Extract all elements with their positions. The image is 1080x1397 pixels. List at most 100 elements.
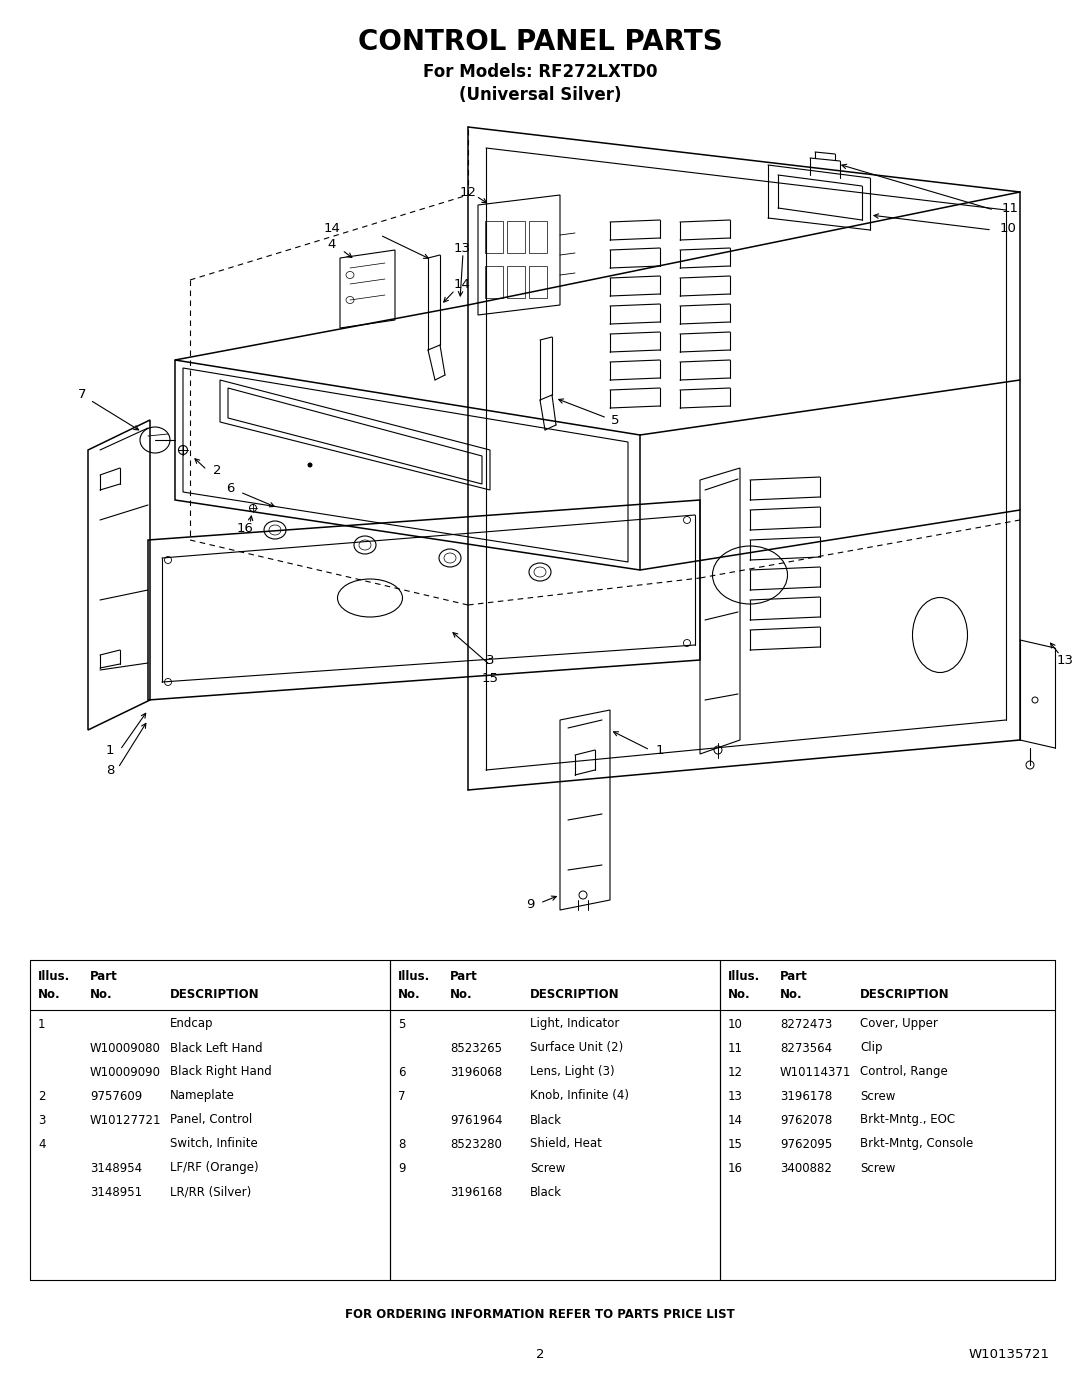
Text: 8273564: 8273564: [780, 1042, 832, 1055]
Bar: [485, 265, 503, 298]
Text: 11: 11: [1001, 201, 1018, 215]
Text: Clip: Clip: [860, 1042, 882, 1055]
Text: Part: Part: [780, 970, 808, 982]
Text: LF/RF (Orange): LF/RF (Orange): [170, 1161, 258, 1175]
Bar: [529, 265, 546, 298]
Text: Panel, Control: Panel, Control: [170, 1113, 253, 1126]
Text: No.: No.: [90, 989, 112, 1002]
Text: Lens, Light (3): Lens, Light (3): [530, 1066, 615, 1078]
Ellipse shape: [308, 462, 312, 468]
Text: 9762078: 9762078: [780, 1113, 833, 1126]
Text: Knob, Infinite (4): Knob, Infinite (4): [530, 1090, 629, 1102]
Text: CONTROL PANEL PARTS: CONTROL PANEL PARTS: [357, 28, 723, 56]
Text: 10: 10: [1000, 222, 1016, 235]
Text: Shield, Heat: Shield, Heat: [530, 1137, 602, 1151]
Text: No.: No.: [38, 989, 60, 1002]
Text: 5: 5: [399, 1017, 405, 1031]
Text: 4: 4: [38, 1137, 45, 1151]
Text: 15: 15: [728, 1137, 743, 1151]
Text: Brkt-Mntg., EOC: Brkt-Mntg., EOC: [860, 1113, 955, 1126]
Text: Illus.: Illus.: [38, 970, 70, 982]
Text: 8: 8: [106, 764, 114, 777]
Text: 12: 12: [728, 1066, 743, 1078]
Text: (Universal Silver): (Universal Silver): [459, 87, 621, 103]
Text: 16: 16: [237, 521, 254, 535]
Text: 11: 11: [728, 1042, 743, 1055]
Bar: [507, 265, 525, 298]
Text: FOR ORDERING INFORMATION REFER TO PARTS PRICE LIST: FOR ORDERING INFORMATION REFER TO PARTS …: [346, 1309, 734, 1322]
Text: Light, Indicator: Light, Indicator: [530, 1017, 619, 1031]
Text: Endcap: Endcap: [170, 1017, 214, 1031]
Text: Illus.: Illus.: [399, 970, 430, 982]
Text: 13: 13: [1056, 654, 1074, 666]
Text: 13: 13: [728, 1090, 743, 1102]
Text: Switch, Infinite: Switch, Infinite: [170, 1137, 258, 1151]
Text: 4: 4: [328, 239, 336, 251]
Text: 3148951: 3148951: [90, 1186, 143, 1199]
Text: W10009080: W10009080: [90, 1042, 161, 1055]
Text: Brkt-Mntg, Console: Brkt-Mntg, Console: [860, 1137, 973, 1151]
Text: Control, Range: Control, Range: [860, 1066, 948, 1078]
Text: Illus.: Illus.: [728, 970, 760, 982]
Text: 6: 6: [226, 482, 234, 495]
Text: Screw: Screw: [860, 1161, 895, 1175]
Text: 13: 13: [454, 242, 471, 254]
Text: Part: Part: [90, 970, 118, 982]
Text: W10127721: W10127721: [90, 1113, 162, 1126]
Text: 8523265: 8523265: [450, 1042, 502, 1055]
Text: 9761964: 9761964: [450, 1113, 502, 1126]
Text: Screw: Screw: [860, 1090, 895, 1102]
Text: 3196068: 3196068: [450, 1066, 502, 1078]
Text: No.: No.: [450, 989, 473, 1002]
Text: For Models: RF272LXTD0: For Models: RF272LXTD0: [422, 63, 658, 81]
Text: 8523280: 8523280: [450, 1137, 502, 1151]
Text: 1: 1: [656, 743, 664, 757]
Text: W10114371: W10114371: [780, 1066, 851, 1078]
Text: 9: 9: [526, 898, 535, 911]
Text: 3196178: 3196178: [780, 1090, 833, 1102]
Text: W10009090: W10009090: [90, 1066, 161, 1078]
Text: Part: Part: [450, 970, 477, 982]
Text: No.: No.: [780, 989, 802, 1002]
Text: 14: 14: [454, 278, 471, 292]
Text: 14: 14: [324, 222, 340, 235]
Text: 7: 7: [78, 388, 86, 401]
Text: 8: 8: [399, 1137, 405, 1151]
Text: 9757609: 9757609: [90, 1090, 143, 1102]
Text: No.: No.: [399, 989, 420, 1002]
Text: 1: 1: [38, 1017, 45, 1031]
Bar: [485, 221, 503, 253]
Text: 14: 14: [728, 1113, 743, 1126]
Text: 3: 3: [486, 654, 495, 666]
Text: 3: 3: [38, 1113, 45, 1126]
Bar: [529, 221, 546, 253]
Text: 6: 6: [399, 1066, 405, 1078]
Text: W10135721: W10135721: [969, 1348, 1050, 1362]
Text: 5: 5: [611, 414, 619, 426]
Text: Black: Black: [530, 1113, 562, 1126]
Text: Black: Black: [530, 1186, 562, 1199]
Text: 16: 16: [728, 1161, 743, 1175]
Bar: [507, 221, 525, 253]
Text: DESCRIPTION: DESCRIPTION: [860, 989, 949, 1002]
Text: 3148954: 3148954: [90, 1161, 143, 1175]
Text: 7: 7: [399, 1090, 405, 1102]
Text: 12: 12: [459, 186, 476, 198]
Text: DESCRIPTION: DESCRIPTION: [170, 989, 259, 1002]
Text: 9: 9: [399, 1161, 405, 1175]
Text: 1: 1: [106, 743, 114, 757]
Text: Black Left Hand: Black Left Hand: [170, 1042, 262, 1055]
Text: Surface Unit (2): Surface Unit (2): [530, 1042, 623, 1055]
Text: No.: No.: [728, 989, 751, 1002]
Text: Nameplate: Nameplate: [170, 1090, 234, 1102]
Text: 3196168: 3196168: [450, 1186, 502, 1199]
Text: 2: 2: [536, 1348, 544, 1362]
Text: 9762095: 9762095: [780, 1137, 833, 1151]
Text: DESCRIPTION: DESCRIPTION: [530, 989, 620, 1002]
Text: LR/RR (Silver): LR/RR (Silver): [170, 1186, 252, 1199]
Text: Cover, Upper: Cover, Upper: [860, 1017, 937, 1031]
Text: Black Right Hand: Black Right Hand: [170, 1066, 272, 1078]
Text: Screw: Screw: [530, 1161, 565, 1175]
Text: 2: 2: [213, 464, 221, 476]
Text: 10: 10: [728, 1017, 743, 1031]
